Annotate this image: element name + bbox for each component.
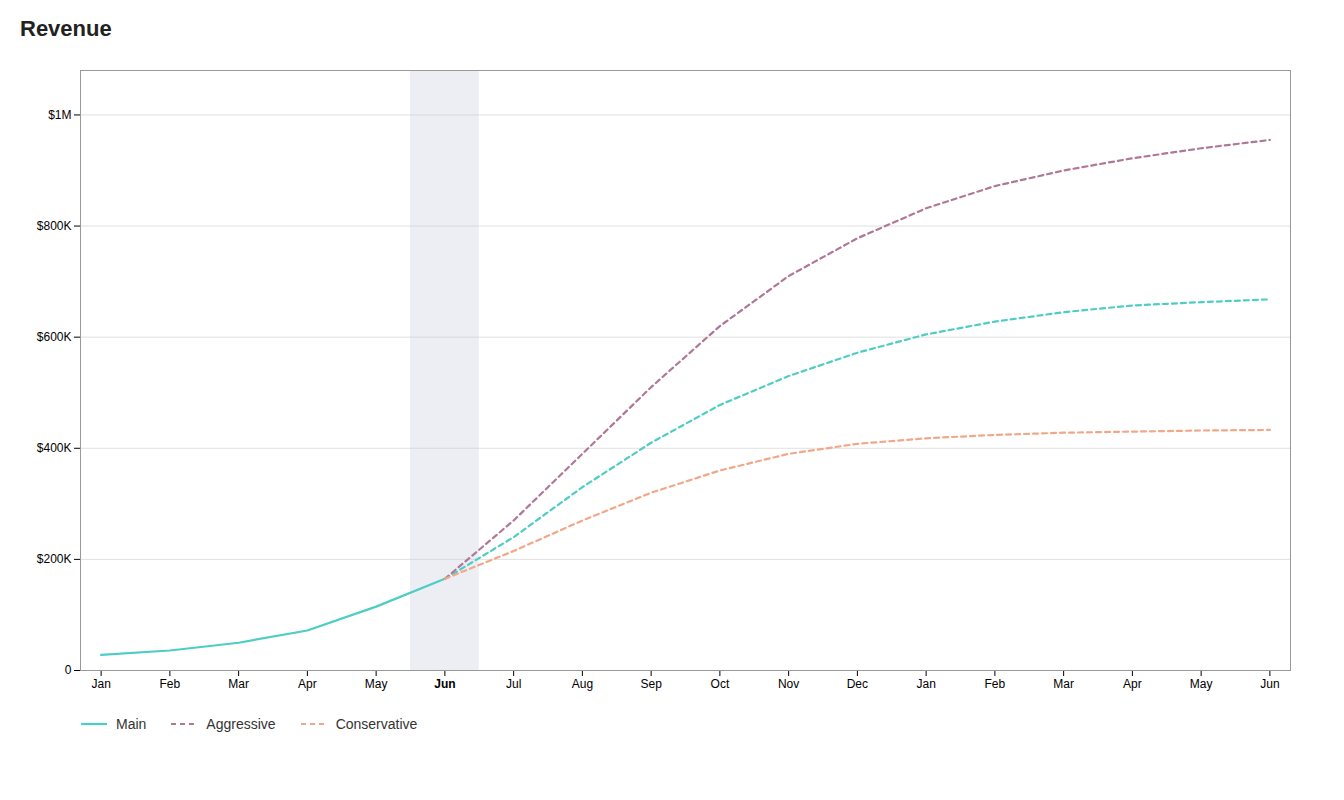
html-text:Conservative: Conservative — [335, 716, 418, 732]
svg-text:Jan: Jan — [91, 677, 110, 691]
svg-text:Oct: Oct — [711, 677, 730, 691]
svg-text:$400K: $400K — [37, 441, 72, 455]
svg-text:Mar: Mar — [228, 677, 249, 691]
svg-text:Apr: Apr — [298, 677, 317, 691]
svg-text:Nov: Nov — [778, 677, 799, 691]
svg-text:$200K: $200K — [37, 552, 72, 566]
html-text:Aggressive: Aggressive — [206, 716, 276, 732]
svg-text:May: May — [365, 677, 388, 691]
svg-text:$1M: $1M — [48, 108, 71, 122]
svg-text:Feb: Feb — [160, 677, 181, 691]
html-text:Main: Main — [116, 716, 147, 732]
svg-text:Apr: Apr — [1123, 677, 1142, 691]
svg-text:Jun: Jun — [1260, 677, 1279, 691]
svg-text:Dec: Dec — [847, 677, 868, 691]
svg-text:Aug: Aug — [572, 677, 593, 691]
svg-text:Feb: Feb — [985, 677, 1006, 691]
svg-text:May: May — [1190, 677, 1213, 691]
svg-text:Sep: Sep — [640, 677, 662, 691]
svg-text:$600K: $600K — [37, 330, 72, 344]
html-text:Revenue: Revenue — [20, 16, 112, 41]
svg-text:Mar: Mar — [1053, 677, 1074, 691]
svg-text:$800K: $800K — [37, 219, 72, 233]
svg-text:Jun: Jun — [434, 677, 455, 691]
svg-text:0: 0 — [65, 663, 72, 677]
svg-text:Jul: Jul — [506, 677, 521, 691]
svg-text:Jan: Jan — [916, 677, 935, 691]
